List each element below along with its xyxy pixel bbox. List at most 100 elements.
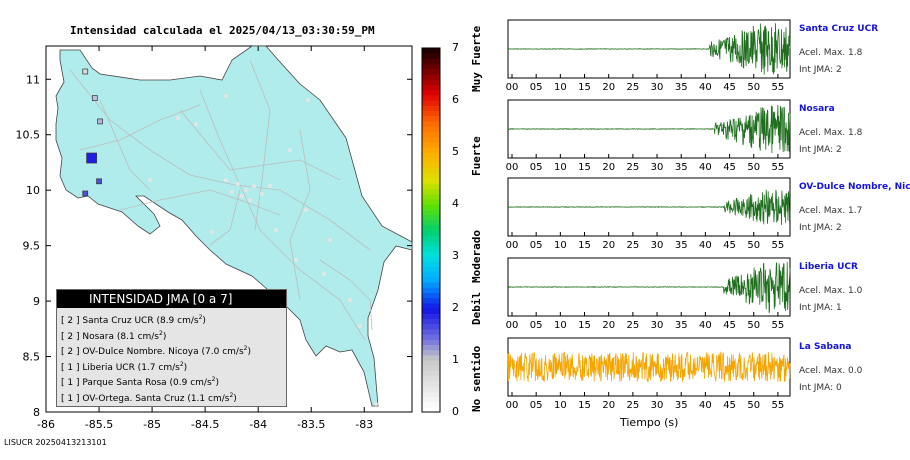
colorbar-segment [422,204,440,210]
lon-tick-label: -83 [355,418,373,431]
time-tick-label: 45 [723,240,736,251]
time-tick-label: 00 [506,400,519,411]
time-tick-label: 15 [578,162,591,173]
time-tick-label: 00 [506,82,519,93]
colorbar-segment [422,370,440,377]
colorbar-segment [422,172,440,179]
lon-tick-label: -86 [37,418,55,431]
colorbar-segment [422,63,440,70]
legend-row: [ 2 ] OV-Dulce Nombre. Nicoya (7.0 cm/s2… [61,345,286,361]
colorbar-segment [422,214,440,221]
time-tick-label: 55 [772,162,785,173]
legend-level: [ 2 ] [61,331,80,342]
time-tick-label: 15 [578,240,591,251]
colorbar-segment [422,266,440,273]
costa-rica-land [55,45,413,407]
waveform-trace [507,189,791,225]
waveform-jma-intensity: Int JMA: 1 [799,303,842,313]
time-tick-label: 50 [747,400,760,411]
colorbar-segment [422,100,440,106]
colorbar-segment [422,68,440,75]
intensity-colorbar [421,47,441,413]
map-axes: -86 -85.5 -85 -84.5 -84 -83.5 -83 8 8.5 9 9.5 10 10.… [16,46,412,431]
colorbar-segment [422,328,440,335]
time-tick-label: 50 [747,162,760,173]
lat-tick-label: 11 [26,73,40,86]
colorbar-segment [422,131,440,137]
time-tick-label: 10 [554,320,567,331]
station-marker-1 [91,95,98,101]
colorbar-segment [422,302,440,309]
colorbar-segment [422,261,440,267]
legend-row: [ 2 ] Nosara (8.1 cm/s2) [61,330,286,346]
time-tick-label: 50 [747,82,760,93]
colorbar-segment [422,209,440,215]
waveform-accel-max: Acel. Max. 1.8 [799,48,863,58]
legend-tail: ) [202,316,206,326]
time-tick-label: 30 [651,82,664,93]
legend-unit-exponent: 2 [159,329,163,337]
time-tick-label: 10 [554,162,567,173]
time-tick-label: 25 [627,162,640,173]
time-tick-label: 30 [651,400,664,411]
colorbar-segment [422,240,440,247]
time-tick-label: 35 [675,320,688,331]
legend-row: [ 2 ] Santa Cruz UCR (8.9 cm/s2) [61,314,286,330]
time-tick-label: 20 [602,400,615,411]
colorbar-segment [422,386,440,392]
legend-station-text: Liberia UCR (1.7 cm/s [82,362,180,373]
waveform-station-name: OV-Dulce Nombre, Nico [799,182,910,192]
time-tick-label: 20 [602,82,615,93]
colorbar-segment [422,198,440,205]
waveform-panel-0: 00 05 10 15 20 25 30 35 40 45 50 55 [506,19,791,93]
colorbar-segment [422,375,440,382]
time-tick-label: 55 [772,240,785,251]
time-tick-label: 35 [675,240,688,251]
waveform-accel-max: Acel. Max. 1.0 [799,286,863,296]
lat-tick-label: 8 [33,406,40,419]
colorbar-segment [422,110,440,117]
station-marker-0 [82,68,89,75]
colorbar-segment [422,344,440,351]
legend-rows: [ 2 ] Santa Cruz UCR (8.9 cm/s2)[ 2 ] No… [57,308,286,407]
colorbar-segment [422,339,440,345]
colorbar-segment [422,53,440,59]
colorbar-segment [422,84,440,91]
colorbar-segment [422,245,440,252]
time-tick-label: 50 [747,320,760,331]
colorbar-label: 1 [452,353,459,366]
colorbar-label: 7 [452,41,459,54]
colorbar-segment [422,224,440,231]
legend-row: [ 1 ] OV-Ortega. Santa Cruz (1.1 cm/s2) [61,392,286,408]
time-tick-label: 20 [602,240,615,251]
time-tick-label: 05 [530,240,543,251]
colorbar-segment [422,360,440,366]
legend-level: [ 1 ] [61,393,80,404]
time-tick-label: 35 [675,400,688,411]
legend-station-text: OV-Dulce Nombre. Nicoya (7.0 cm/s [82,347,244,357]
colorbar-segment [422,391,440,397]
footer-id: LISUCR 20250413213101 [4,438,107,447]
waveform-trace [508,23,791,75]
colorbar-segment [422,141,440,148]
station-marker-4 [96,178,102,185]
colorbar-label: 0 [452,405,459,418]
colorbar-segment [422,126,440,132]
colorbar-segment [422,157,440,163]
time-tick-label: 45 [723,162,736,173]
colorbar-segment [422,94,440,101]
colorbar-segment [422,380,440,387]
legend-tail: ) [215,378,219,388]
colorbar-segment [422,219,440,226]
time-tick-label: 25 [627,240,640,251]
legend-row: [ 1 ] Parque Santa Rosa (0.9 cm/s2) [61,376,286,392]
colorbar-segment [422,235,440,241]
colorbar-segment [422,152,440,158]
time-tick-label: 40 [699,82,712,93]
time-tick-label: 35 [675,82,688,93]
legend-station-text: Santa Cruz UCR (8.9 cm/s [82,316,199,326]
colorbar-segment [422,250,440,257]
time-tick-label: 40 [699,320,712,331]
time-tick-label: 55 [772,82,785,93]
